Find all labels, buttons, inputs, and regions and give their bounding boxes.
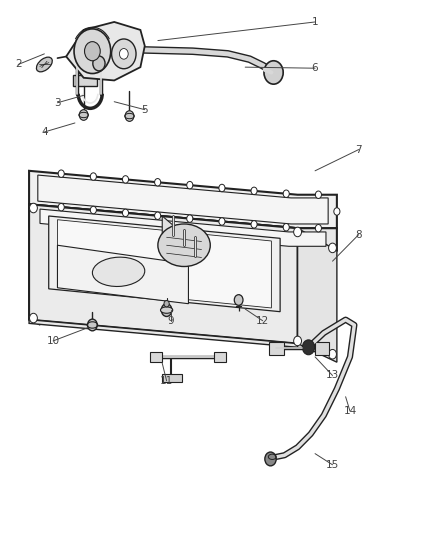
Circle shape <box>155 212 161 220</box>
Circle shape <box>315 224 321 232</box>
Circle shape <box>164 301 169 307</box>
Text: 9: 9 <box>168 316 174 326</box>
Circle shape <box>74 29 111 74</box>
Polygon shape <box>66 22 145 80</box>
Circle shape <box>187 181 193 189</box>
Polygon shape <box>57 220 272 308</box>
Circle shape <box>90 173 96 180</box>
Polygon shape <box>29 320 297 348</box>
Polygon shape <box>29 204 297 344</box>
Text: 4: 4 <box>41 127 48 137</box>
Circle shape <box>251 187 257 195</box>
Text: 15: 15 <box>326 460 339 470</box>
Polygon shape <box>214 352 226 362</box>
Polygon shape <box>38 175 328 224</box>
Polygon shape <box>297 228 337 362</box>
Circle shape <box>29 203 37 213</box>
Circle shape <box>265 452 276 466</box>
Ellipse shape <box>92 257 145 286</box>
Circle shape <box>29 313 37 323</box>
Polygon shape <box>269 342 285 356</box>
Text: 5: 5 <box>141 104 148 115</box>
Text: 3: 3 <box>54 98 61 108</box>
Polygon shape <box>314 342 329 356</box>
Circle shape <box>251 221 257 228</box>
Text: 6: 6 <box>312 63 318 73</box>
Circle shape <box>88 319 97 331</box>
Circle shape <box>293 336 301 346</box>
Circle shape <box>58 170 64 177</box>
Circle shape <box>328 350 336 359</box>
Polygon shape <box>29 171 337 228</box>
Circle shape <box>112 39 136 69</box>
Circle shape <box>187 215 193 222</box>
Circle shape <box>155 179 161 186</box>
Polygon shape <box>150 352 162 362</box>
Text: 7: 7 <box>355 144 362 155</box>
Polygon shape <box>29 204 40 325</box>
Text: 10: 10 <box>46 336 60 346</box>
Circle shape <box>123 176 129 183</box>
Circle shape <box>125 111 134 122</box>
Circle shape <box>334 208 340 215</box>
Ellipse shape <box>36 57 52 72</box>
Polygon shape <box>162 216 184 272</box>
Circle shape <box>79 110 88 120</box>
Circle shape <box>283 223 289 231</box>
Circle shape <box>90 206 96 214</box>
Polygon shape <box>29 204 337 251</box>
Text: 2: 2 <box>15 60 21 69</box>
Circle shape <box>93 56 105 71</box>
Text: 13: 13 <box>326 370 339 381</box>
Circle shape <box>219 184 225 192</box>
Polygon shape <box>73 75 97 86</box>
Circle shape <box>234 295 243 305</box>
Circle shape <box>219 218 225 225</box>
Circle shape <box>120 49 128 59</box>
Polygon shape <box>49 216 280 312</box>
Circle shape <box>283 190 289 197</box>
Circle shape <box>58 204 64 211</box>
Polygon shape <box>57 245 188 304</box>
Circle shape <box>293 227 301 237</box>
Ellipse shape <box>160 307 173 313</box>
Circle shape <box>264 61 283 84</box>
Circle shape <box>302 340 314 355</box>
Circle shape <box>315 191 321 198</box>
Text: 12: 12 <box>256 316 269 326</box>
Text: 1: 1 <box>312 17 318 27</box>
Circle shape <box>123 209 129 216</box>
Circle shape <box>328 243 336 253</box>
Text: 8: 8 <box>355 230 362 240</box>
Circle shape <box>85 42 100 61</box>
Ellipse shape <box>158 224 210 266</box>
Polygon shape <box>162 374 182 382</box>
Text: 11: 11 <box>160 376 173 386</box>
Polygon shape <box>40 209 326 246</box>
Text: 14: 14 <box>343 406 357 416</box>
Circle shape <box>161 304 172 317</box>
